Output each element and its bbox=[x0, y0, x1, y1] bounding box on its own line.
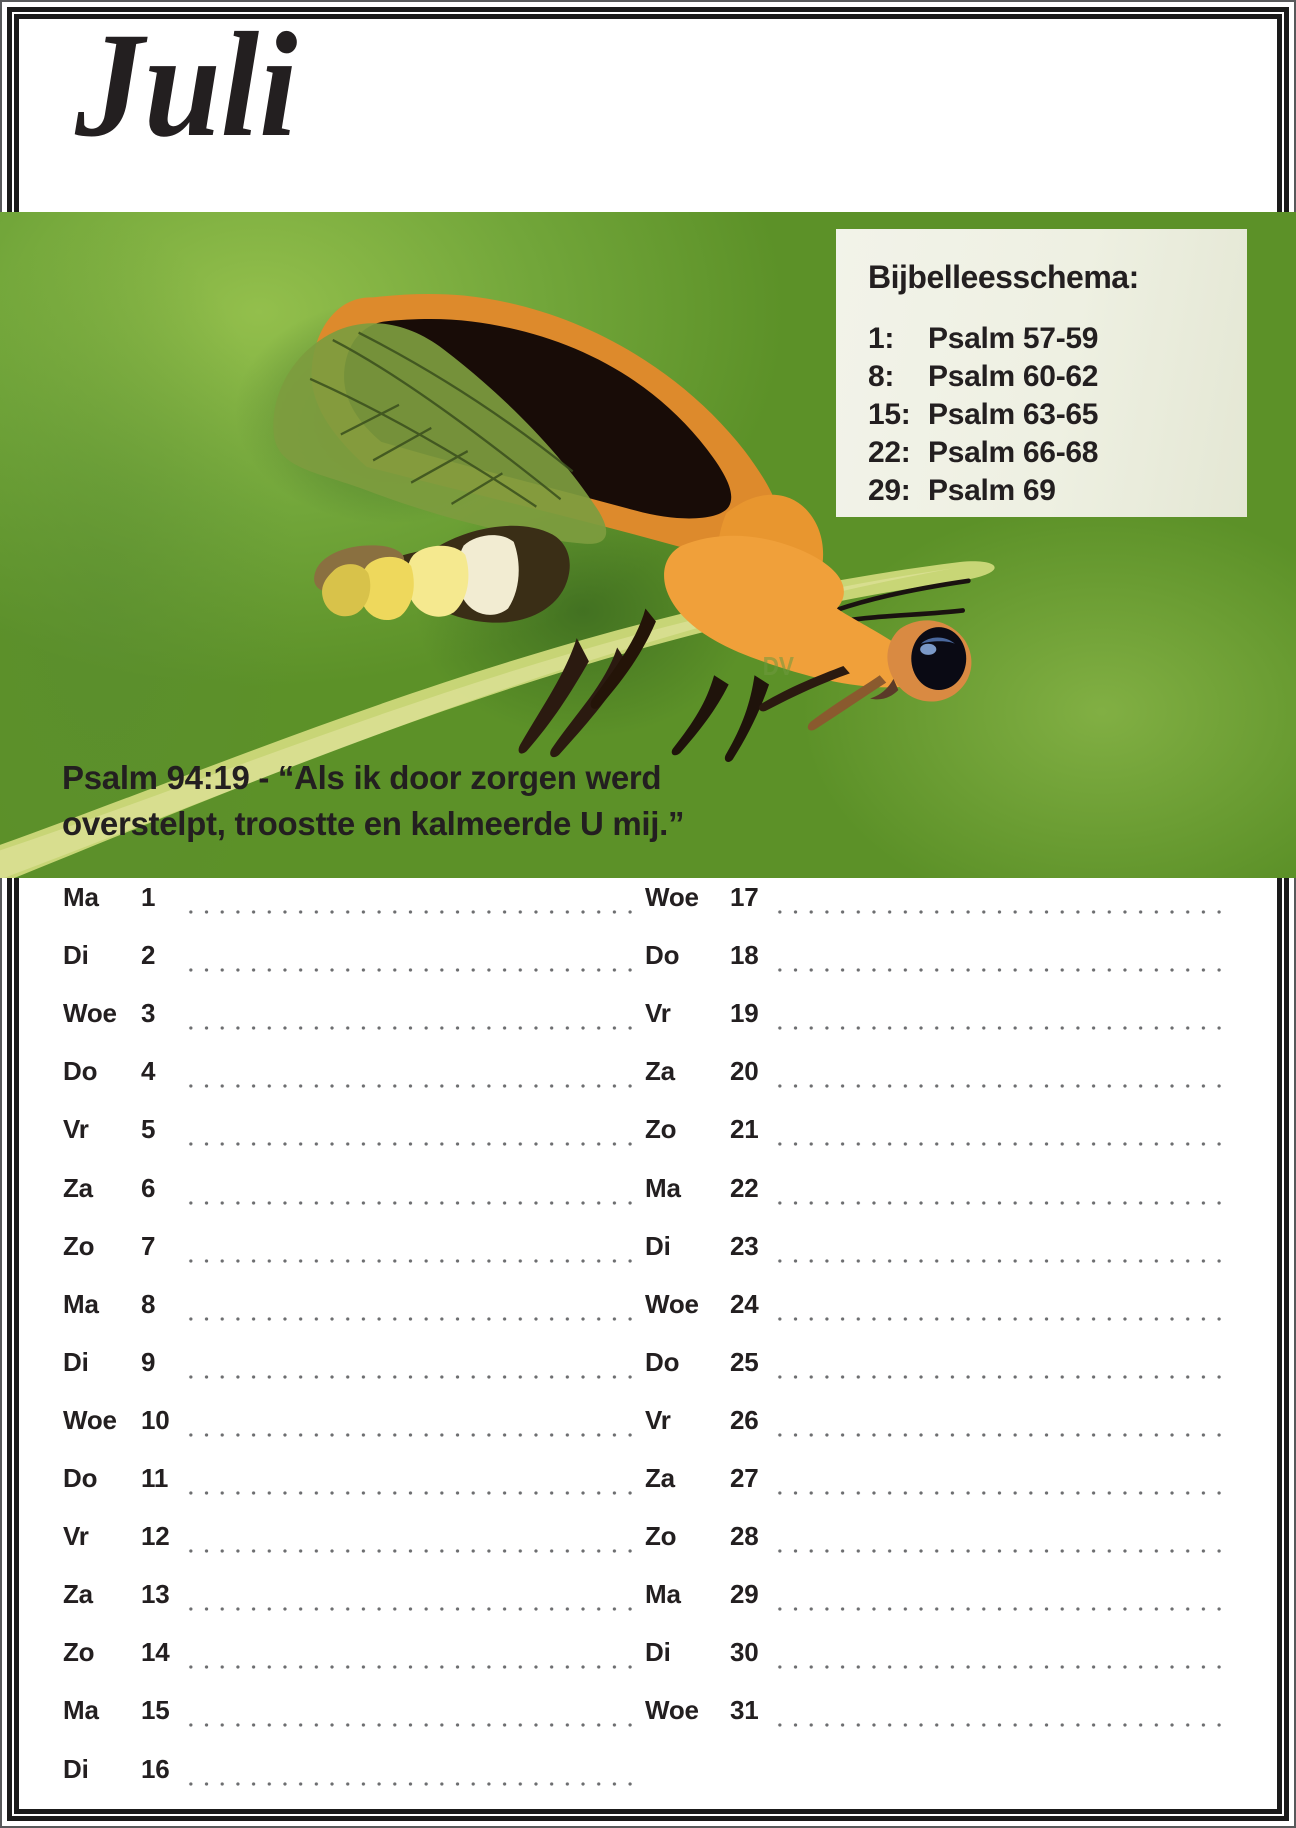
svg-text:DV: DV bbox=[763, 653, 795, 682]
